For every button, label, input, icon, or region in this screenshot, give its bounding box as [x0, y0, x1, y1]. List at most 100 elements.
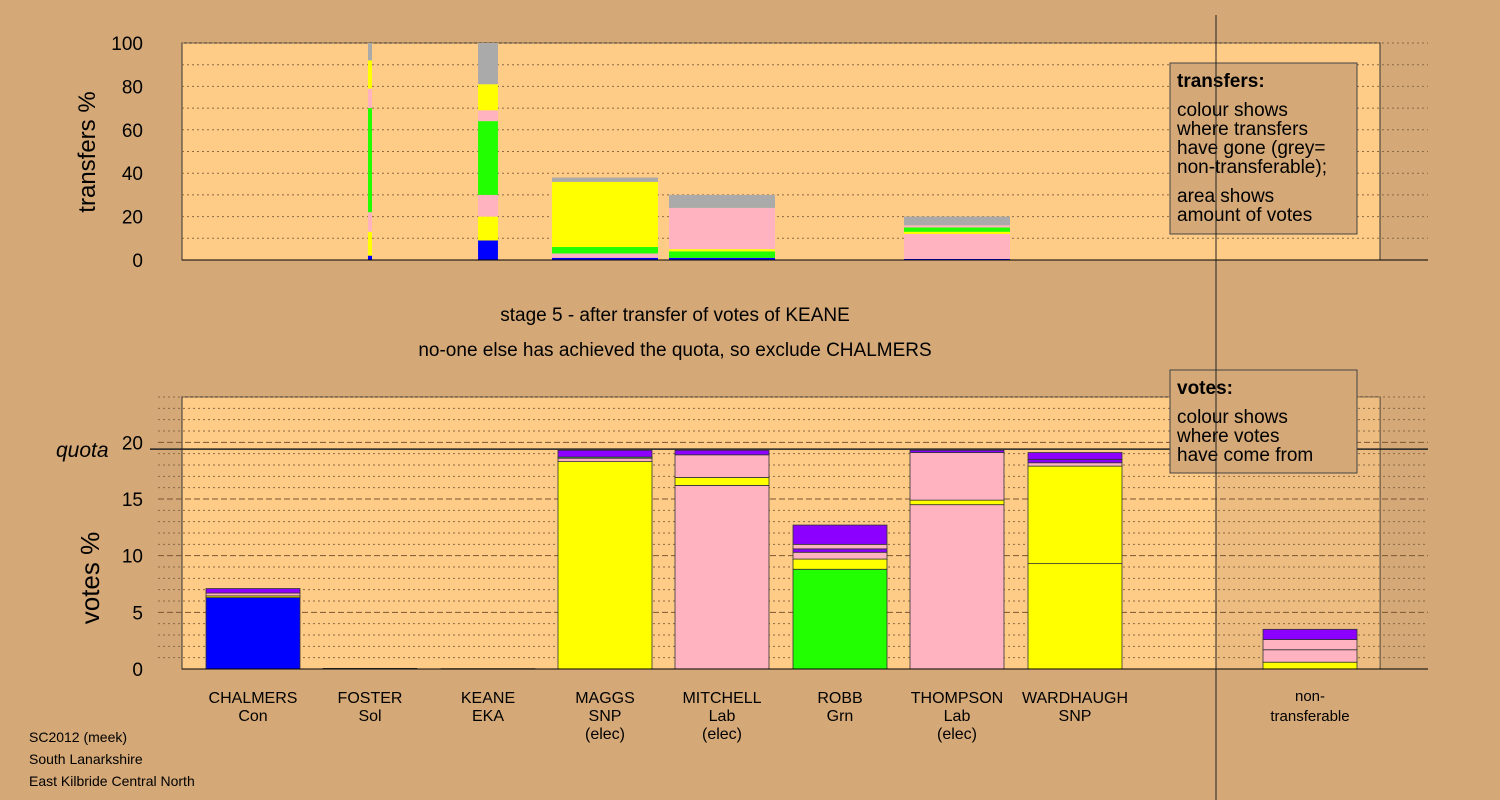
category-label: ROBB	[817, 690, 862, 707]
transfers-legend-title: transfers:	[1177, 71, 1265, 92]
vote-segment	[792, 548, 888, 553]
footer-line: East Kilbride Central North	[29, 773, 195, 789]
transfer-segment	[368, 231, 372, 256]
category-label: Lab	[944, 708, 971, 725]
category-label: SNP	[589, 708, 622, 725]
transfers-legend-line: non-transferable);	[1177, 157, 1327, 178]
vote-segment	[557, 449, 653, 458]
category-label: WARDHAUGH	[1022, 690, 1128, 707]
transfer-segment	[478, 43, 498, 85]
category-label: EKA	[472, 708, 504, 725]
votes-legend-line: where votes	[1176, 426, 1279, 447]
stage-caption: stage 5 - after transfer of votes of KEA…	[500, 305, 850, 326]
category-label: MAGGS	[575, 690, 635, 707]
transfer-segment	[478, 110, 498, 122]
vote-segment	[674, 484, 770, 670]
category-label: KEANE	[461, 690, 515, 707]
votes-y-label: votes %	[75, 532, 105, 625]
transfers-y-tick: 60	[122, 121, 143, 142]
transfer-segment	[552, 177, 658, 182]
transfer-segment	[552, 253, 658, 258]
vote-segment	[1027, 458, 1123, 464]
quota-label: quota	[56, 439, 109, 462]
vote-segment	[674, 449, 770, 456]
vote-segment	[792, 524, 888, 545]
votes-legend-line: colour shows	[1177, 407, 1288, 428]
transfer-segment	[368, 88, 372, 109]
category-label: (elec)	[937, 726, 977, 743]
transfer-segment	[904, 258, 1010, 260]
category-label: Con	[238, 708, 267, 725]
vote-segment	[674, 454, 770, 478]
vote-segment	[792, 543, 888, 550]
category-label: SNP	[1059, 708, 1092, 725]
transfers-bars	[368, 43, 1010, 260]
vote-segment	[205, 592, 301, 597]
transfer-segment	[904, 231, 1010, 234]
category-labels: CHALMERSConFOSTERSolKEANEEKAMAGGSSNP(ele…	[209, 690, 1128, 743]
transfer-segment	[904, 216, 1010, 226]
nontransferable-label: non-	[1295, 688, 1325, 705]
vote-segment	[909, 449, 1005, 453]
exclusion-caption: no-one else has achieved the quota, so e…	[418, 340, 931, 361]
transfer-segment	[669, 194, 775, 208]
vote-segment	[909, 504, 1005, 670]
transfer-segment	[669, 251, 775, 258]
transfer-segment	[368, 255, 372, 260]
transfer-segment	[478, 84, 498, 111]
transfer-segment	[552, 181, 658, 247]
vote-segment	[205, 588, 301, 594]
transfers-legend-line: where transfers	[1176, 119, 1308, 140]
votes-y-tick: 0	[132, 660, 143, 681]
transfer-segment	[552, 246, 658, 254]
transfers-y-tick: 20	[122, 208, 143, 229]
votes-y-tick: 15	[122, 490, 143, 511]
transfer-segment	[478, 194, 498, 217]
nontransferable-label: transferable	[1270, 708, 1349, 725]
transfer-segment	[669, 257, 775, 260]
category-label: MITCHELL	[682, 690, 761, 707]
vote-segment	[909, 499, 1005, 506]
vote-segment	[1027, 462, 1123, 467]
category-label: FOSTER	[338, 690, 403, 707]
transfer-segment	[904, 227, 1010, 232]
category-label: (elec)	[585, 726, 625, 743]
category-label: Sol	[358, 708, 381, 725]
category-label: CHALMERS	[209, 690, 298, 707]
category-label: Lab	[709, 708, 736, 725]
transfer-segment	[368, 43, 372, 61]
vote-segment	[792, 551, 888, 560]
transfer-segment	[478, 216, 498, 241]
vote-segment	[1262, 628, 1358, 640]
votes-y-ticks: 0 5 10 15 20	[122, 433, 143, 681]
transfer-segment	[368, 60, 372, 89]
transfers-legend-line: colour shows	[1177, 100, 1288, 121]
votes-y-tick: 5	[132, 603, 143, 624]
vote-segment	[205, 597, 301, 670]
votes-legend-line: have come from	[1177, 445, 1313, 466]
transfer-segment	[904, 225, 1010, 228]
transfers-legend: transfers: colour shows where transfers …	[1169, 62, 1358, 235]
vote-segment	[557, 457, 653, 463]
vote-segment	[674, 477, 770, 486]
category-label: Grn	[827, 708, 854, 725]
votes-y-tick: 10	[122, 547, 143, 568]
transfer-segment	[552, 257, 658, 260]
vote-segment	[557, 461, 653, 670]
transfers-y-ticks: 0 20 40 60 80 100	[111, 34, 143, 272]
transfer-segment	[669, 249, 775, 252]
footer-line: South Lanarkshire	[29, 751, 143, 767]
transfer-segment	[478, 121, 498, 195]
transfers-y-label: transfers %	[74, 91, 101, 212]
transfer-segment	[904, 233, 1010, 259]
votes-y-tick: 20	[122, 433, 143, 454]
transfers-y-tick: 80	[122, 77, 143, 98]
vote-segment	[1262, 639, 1358, 651]
vote-segment	[1262, 649, 1358, 663]
transfers-y-tick: 100	[111, 34, 143, 55]
transfers-y-tick: 0	[132, 251, 143, 272]
vote-segment	[1027, 465, 1123, 564]
transfer-segment	[669, 207, 775, 250]
transfers-legend-line: area shows	[1177, 186, 1274, 207]
transfer-segment	[368, 212, 372, 232]
